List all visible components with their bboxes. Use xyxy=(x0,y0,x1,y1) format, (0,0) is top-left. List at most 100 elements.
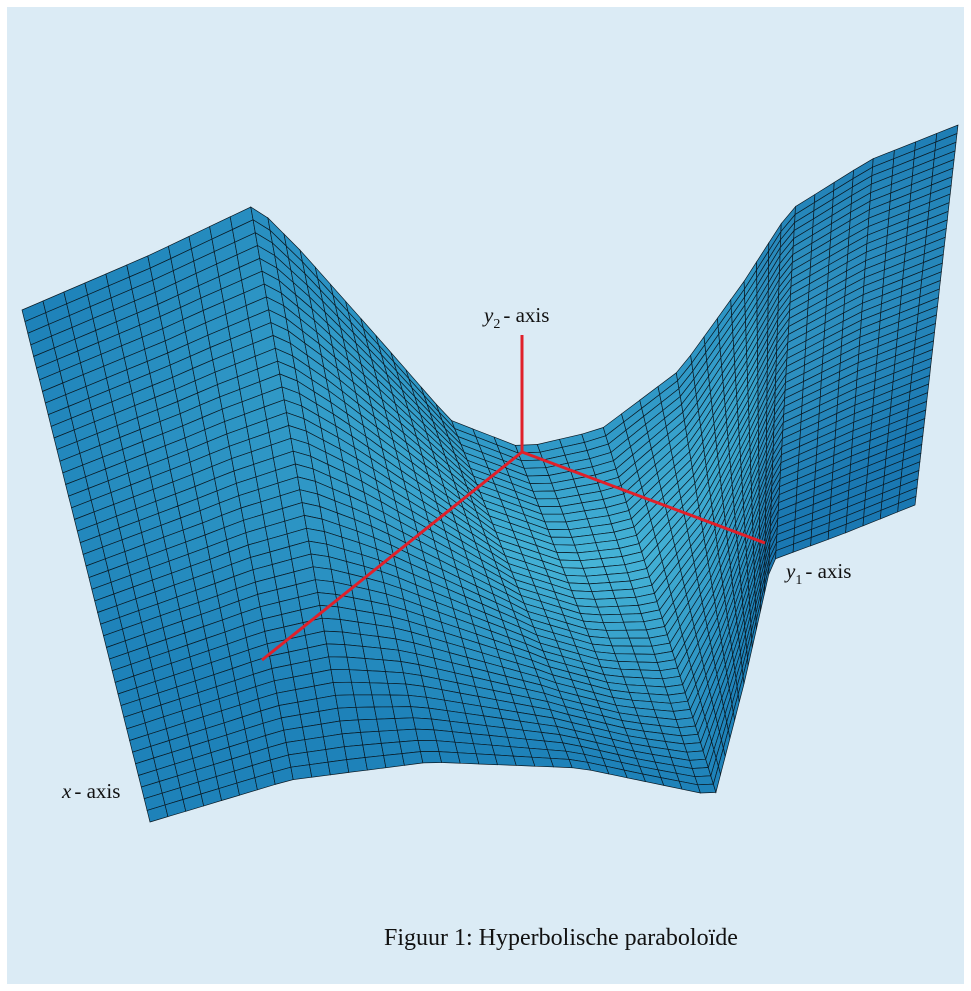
mesh-cell xyxy=(363,743,384,757)
mesh-cell xyxy=(612,646,635,654)
mesh-cell xyxy=(548,530,572,538)
mesh-cell xyxy=(592,590,615,599)
mesh-cell xyxy=(539,507,563,515)
mesh-cell xyxy=(598,606,621,615)
mesh-cell xyxy=(328,760,349,775)
mesh-cell xyxy=(329,657,350,670)
mesh-cell xyxy=(291,765,312,780)
mesh-cell xyxy=(397,729,418,742)
mesh-cell xyxy=(536,499,560,507)
mesh-cell xyxy=(640,670,662,679)
mesh-cell xyxy=(358,719,379,732)
mesh-cell xyxy=(324,631,344,645)
mesh-cell xyxy=(613,589,636,598)
label-text: - axis xyxy=(503,303,549,327)
mesh-cell xyxy=(381,742,402,756)
mesh-cell xyxy=(615,654,638,662)
mesh-cell xyxy=(439,752,460,764)
label-subscript: 2 xyxy=(493,317,500,332)
mesh-cell xyxy=(560,560,584,568)
mesh-cell xyxy=(421,752,442,763)
mesh-cell xyxy=(416,729,437,741)
mesh-cell xyxy=(372,695,393,707)
mesh-cell xyxy=(411,707,432,719)
mesh-cell xyxy=(530,483,554,491)
mesh-cell xyxy=(393,707,414,719)
mesh-cell xyxy=(618,605,641,614)
mesh-cell xyxy=(336,695,357,708)
figure-caption: Figuur 1: Hyperbolische paraboloïde xyxy=(384,925,738,951)
mesh-cell xyxy=(361,731,382,745)
mesh-cell xyxy=(327,644,347,657)
mesh-cell xyxy=(609,638,632,646)
mesh-cell xyxy=(310,762,331,777)
mesh-cell xyxy=(554,545,578,553)
mesh-cell xyxy=(629,638,652,646)
mesh-cell xyxy=(615,597,638,606)
mesh-cell xyxy=(687,751,706,761)
mesh-cell xyxy=(684,743,703,753)
mesh-cell xyxy=(349,670,369,683)
mesh-cell xyxy=(402,752,423,766)
mesh-cell xyxy=(343,632,363,646)
mesh-cell xyxy=(527,476,552,484)
mesh-cell xyxy=(618,661,641,670)
mesh-cell xyxy=(347,758,368,773)
mesh-cell xyxy=(551,537,575,545)
mesh-cell xyxy=(379,730,400,743)
mesh-cell xyxy=(458,753,479,764)
label-variable: x xyxy=(61,779,72,803)
mesh-cell xyxy=(367,671,387,684)
mesh-cell xyxy=(338,707,359,721)
mesh-cell xyxy=(533,491,557,499)
mesh-cell xyxy=(318,593,338,607)
mesh-cell xyxy=(418,740,439,751)
mesh-cell xyxy=(365,659,386,672)
mesh-cell xyxy=(690,759,709,768)
mesh-cell xyxy=(383,660,403,673)
mesh-cell xyxy=(563,568,587,577)
mesh-cell xyxy=(395,718,416,730)
mesh-cell xyxy=(476,754,497,765)
mesh-cell xyxy=(360,634,380,648)
mesh-cell xyxy=(413,718,434,730)
label-variable: y xyxy=(784,559,796,583)
mesh-cell xyxy=(342,732,363,746)
mesh-cell xyxy=(390,695,411,707)
mesh-cell xyxy=(698,784,716,793)
mesh-cell xyxy=(632,646,655,654)
mesh-cell xyxy=(524,468,549,476)
mesh-cell xyxy=(695,776,713,785)
mesh-cell xyxy=(621,614,644,623)
mesh-cell xyxy=(603,622,626,630)
mesh-cell xyxy=(542,514,566,522)
mesh-cell xyxy=(381,648,401,661)
mesh-cell xyxy=(692,768,711,777)
mesh-cell xyxy=(635,654,658,663)
mesh-cell xyxy=(315,580,335,595)
mesh-cell xyxy=(437,741,458,753)
mesh-cell xyxy=(384,754,405,768)
mesh-cell xyxy=(386,672,406,684)
mesh-cell xyxy=(624,622,647,631)
mesh-cell xyxy=(474,744,495,755)
label-text: - axis xyxy=(74,779,120,803)
figure: y2- axis y1- axis x- axis Figuur 1: Hype… xyxy=(0,0,971,991)
label-variable: y xyxy=(482,303,494,327)
mesh-cell xyxy=(347,657,367,671)
mesh-cell xyxy=(331,670,352,683)
mesh-cell xyxy=(408,695,429,708)
mesh-cell xyxy=(377,719,398,732)
mesh-cell xyxy=(354,695,375,708)
mesh-cell xyxy=(638,662,661,671)
mesh-cell xyxy=(365,756,386,771)
label-text: - axis xyxy=(805,559,851,583)
mesh-cell xyxy=(322,618,342,632)
mesh-cell xyxy=(388,683,409,695)
mesh-cell xyxy=(495,755,516,766)
mesh-cell xyxy=(515,445,540,454)
mesh-cell xyxy=(344,745,365,760)
mesh-cell xyxy=(345,645,365,659)
mesh-cell xyxy=(626,630,649,638)
mesh-cell xyxy=(356,707,377,720)
